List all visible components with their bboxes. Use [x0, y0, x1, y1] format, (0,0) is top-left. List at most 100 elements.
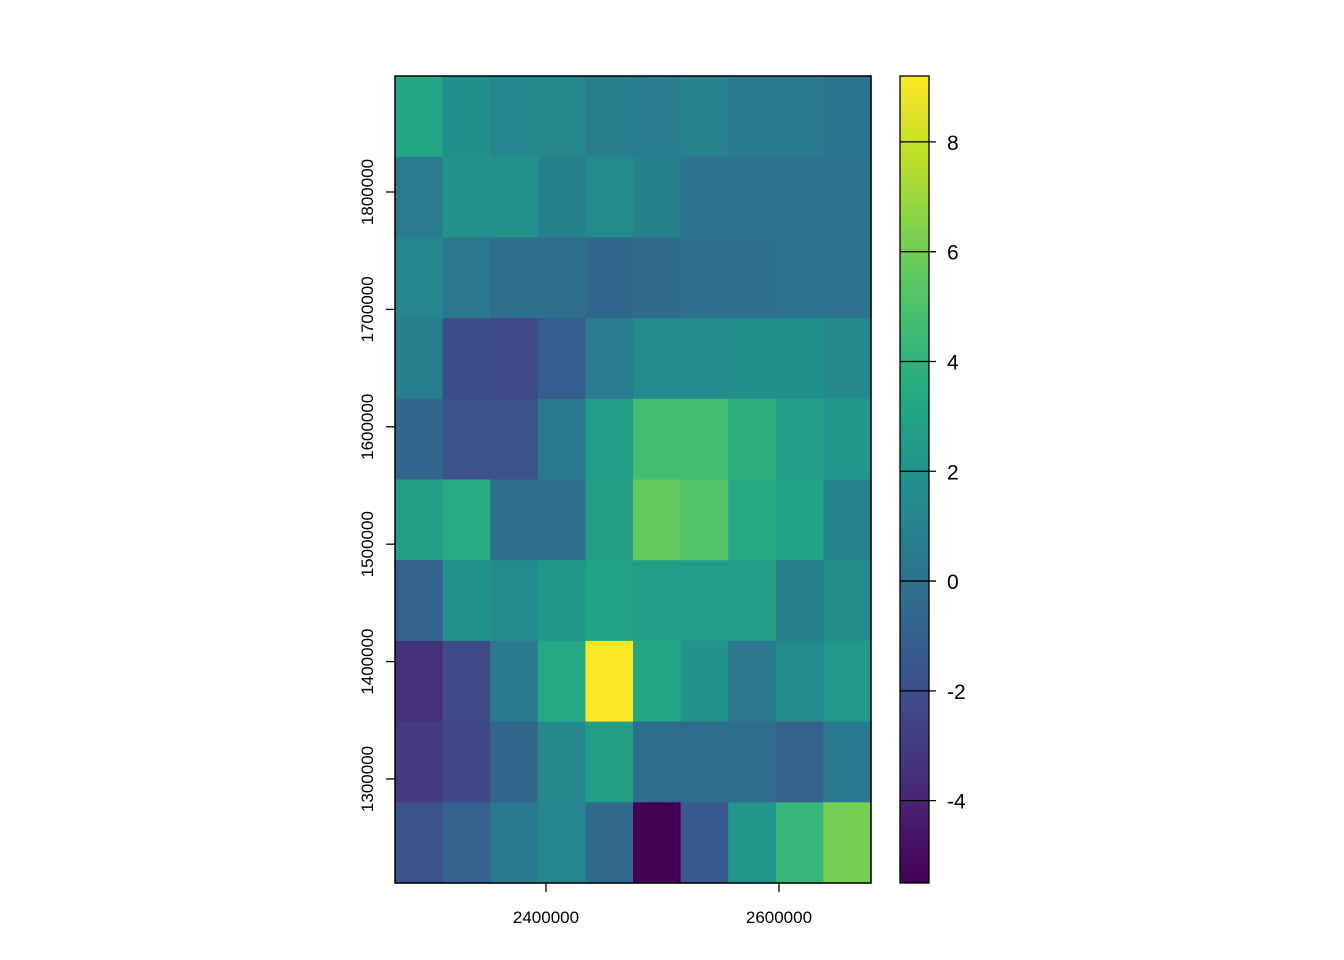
- raster-cell: [633, 802, 682, 884]
- raster-cell: [585, 318, 634, 400]
- raster-cell: [728, 479, 777, 561]
- raster-cell: [680, 802, 729, 884]
- colorbar-tick-label: 4: [947, 351, 959, 374]
- colorbar-tick-label: 6: [947, 242, 959, 265]
- raster-cell: [680, 76, 729, 158]
- raster-cell: [680, 318, 729, 400]
- raster-cell: [633, 76, 682, 158]
- raster-cell: [395, 156, 444, 238]
- raster-cell: [537, 398, 586, 481]
- raster-cell: [490, 398, 539, 481]
- colorbar-tick-label: 0: [947, 571, 959, 594]
- raster-cell: [537, 802, 586, 884]
- raster-cell: [395, 398, 444, 481]
- raster-cell: [442, 156, 491, 238]
- raster-cell: [775, 640, 824, 723]
- raster-cell: [585, 640, 634, 723]
- raster-cell: [490, 802, 539, 884]
- raster-cell: [775, 479, 824, 561]
- y-tick-label: 1700000: [358, 276, 377, 342]
- raster-cell: [775, 237, 824, 319]
- y-tick-label: 1800000: [358, 159, 377, 225]
- raster-cell: [395, 479, 444, 561]
- raster-cell: [823, 640, 872, 723]
- raster-cell: [775, 721, 824, 803]
- raster-cell: [490, 479, 539, 561]
- raster-cell: [537, 237, 586, 319]
- raster-cell: [442, 76, 491, 158]
- raster-cell: [680, 640, 729, 723]
- raster-cell: [490, 237, 539, 319]
- raster-cell: [633, 640, 682, 723]
- colorbar-tick-label: -2: [947, 681, 966, 704]
- raster-cell: [490, 721, 539, 803]
- raster-cell: [728, 156, 777, 238]
- raster-cell: [442, 479, 491, 561]
- raster-cell: [442, 560, 491, 642]
- raster-cell: [490, 156, 539, 238]
- raster-cell: [728, 76, 777, 158]
- raster-cell: [537, 640, 586, 723]
- colorbar-tick-label: -4: [947, 791, 966, 814]
- raster-cell: [585, 560, 634, 642]
- raster-cell: [823, 721, 872, 803]
- x-tick-label: 2400000: [513, 908, 579, 927]
- raster-cell: [585, 479, 634, 561]
- raster-cell: [537, 76, 586, 158]
- raster-cell: [680, 398, 729, 481]
- raster-cell: [680, 156, 729, 238]
- y-tick-label: 1400000: [358, 628, 377, 694]
- raster-cell: [490, 318, 539, 400]
- raster-cell: [823, 156, 872, 238]
- raster-cell: [823, 802, 872, 884]
- colorbar: [899, 75, 930, 884]
- raster-cell: [395, 318, 444, 400]
- raster-cell: [490, 640, 539, 723]
- raster-cell: [442, 721, 491, 803]
- raster-cell: [680, 721, 729, 803]
- raster-cell: [633, 398, 682, 481]
- raster-cell: [680, 560, 729, 642]
- raster-cell: [395, 560, 444, 642]
- raster-cell: [633, 156, 682, 238]
- raster-cell: [490, 76, 539, 158]
- raster-cell: [585, 802, 634, 884]
- y-tick-label: 1500000: [358, 511, 377, 577]
- raster-cell: [633, 237, 682, 319]
- raster-cell: [537, 318, 586, 400]
- raster-cell: [823, 76, 872, 158]
- raster-cell: [775, 802, 824, 884]
- raster-cell: [395, 802, 444, 884]
- raster-cell: [633, 318, 682, 400]
- raster-cell: [585, 237, 634, 319]
- raster-cell: [633, 479, 682, 561]
- plot-frame: [394, 75, 872, 884]
- raster-cell: [775, 156, 824, 238]
- raster-cell: [442, 640, 491, 723]
- raster-cell: [728, 560, 777, 642]
- raster-cell: [823, 479, 872, 561]
- raster-cell: [633, 721, 682, 803]
- raster-cell: [395, 721, 444, 803]
- raster-cell: [728, 398, 777, 481]
- raster-cell: [680, 237, 729, 319]
- y-tick-label: 1300000: [358, 746, 377, 812]
- raster-cell: [442, 318, 491, 400]
- raster-cell: [395, 237, 444, 319]
- raster-cell: [680, 479, 729, 561]
- raster-cell: [442, 237, 491, 319]
- raster-cell: [775, 560, 824, 642]
- raster-cell: [823, 398, 872, 481]
- raster-cell: [537, 721, 586, 803]
- colorbar-tick-label: 8: [947, 132, 959, 155]
- raster-cell: [728, 237, 777, 319]
- raster-cell: [728, 721, 777, 803]
- raster-cell: [585, 76, 634, 158]
- raster-cell: [823, 560, 872, 642]
- raster-cell: [490, 560, 539, 642]
- raster-cell: [775, 318, 824, 400]
- raster-cell: [442, 398, 491, 481]
- colorbar-tick-label: 2: [947, 461, 959, 484]
